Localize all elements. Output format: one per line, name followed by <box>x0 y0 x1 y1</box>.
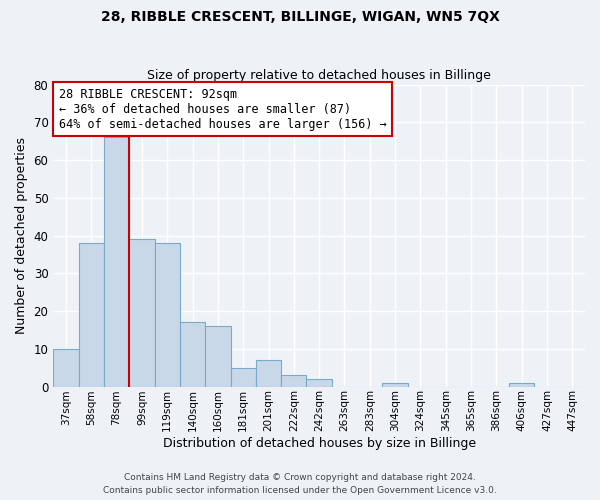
Bar <box>307 379 332 386</box>
Y-axis label: Number of detached properties: Number of detached properties <box>15 137 28 334</box>
Text: 28, RIBBLE CRESCENT, BILLINGE, WIGAN, WN5 7QX: 28, RIBBLE CRESCENT, BILLINGE, WIGAN, WN… <box>101 10 499 24</box>
X-axis label: Distribution of detached houses by size in Billinge: Distribution of detached houses by size … <box>163 437 476 450</box>
Text: 28 RIBBLE CRESCENT: 92sqm
← 36% of detached houses are smaller (87)
64% of semi-: 28 RIBBLE CRESCENT: 92sqm ← 36% of detac… <box>59 88 386 130</box>
Title: Size of property relative to detached houses in Billinge: Size of property relative to detached ho… <box>147 69 491 82</box>
Bar <box>79 243 104 386</box>
Bar <box>230 368 256 386</box>
Text: Contains HM Land Registry data © Crown copyright and database right 2024.
Contai: Contains HM Land Registry data © Crown c… <box>103 474 497 495</box>
Bar <box>155 243 180 386</box>
Bar <box>180 322 205 386</box>
Bar <box>382 383 408 386</box>
Bar <box>129 240 155 386</box>
Bar <box>256 360 281 386</box>
Bar <box>281 375 307 386</box>
Bar <box>509 383 535 386</box>
Bar <box>53 349 79 387</box>
Bar <box>205 326 230 386</box>
Bar <box>104 138 129 386</box>
